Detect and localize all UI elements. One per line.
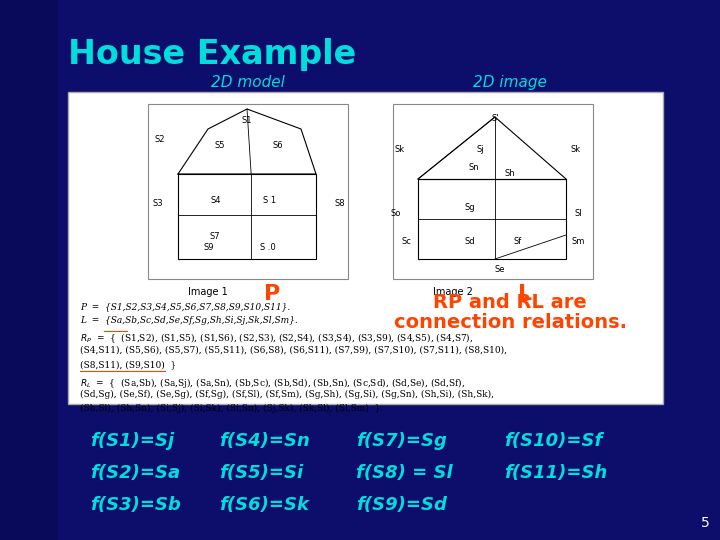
Text: Image 2: Image 2 [433,287,473,297]
Text: S6: S6 [272,141,283,151]
Text: S7: S7 [210,232,220,241]
Text: S9: S9 [203,242,214,252]
Text: S .0: S .0 [260,242,276,252]
Text: (S8,S11), (S9,S10)  }: (S8,S11), (S9,S10) } [80,360,176,369]
Text: L  =  {Sa,Sb,Sc,Sd,Se,Sf,Sg,Sh,Si,Sj,Sk,Sl,Sm}.: L = {Sa,Sb,Sc,Sd,Se,Sf,Sg,Sh,Si,Sj,Sk,Sl… [80,316,298,325]
Text: f(S6)=Sk: f(S6)=Sk [220,496,310,514]
Text: Sd: Sd [464,237,475,246]
Text: f(S4)=Sn: f(S4)=Sn [220,432,310,450]
Text: Sn: Sn [469,163,480,172]
Text: 2D model: 2D model [211,75,285,90]
Text: Sf: Sf [513,237,521,246]
Text: Sh: Sh [505,170,515,179]
Text: Sk: Sk [571,145,581,153]
Bar [393,104,593,279]
Text: $R_P$  =  {  (S1,S2), (S1,S5), (S1,S6), (S2,S3), (S2,S4), (S3,S4), (S3,S9), (S4,: $R_P$ = { (S1,S2), (S1,S5), (S1,S6), (S2… [80,332,474,346]
Text: L: L [518,284,532,304]
Text: $R_L$  =  {  (Sa,Sb), (Sa,Sj), (Sa,Sn), (Sb,Sc), (Sb,Sd), (Sb,Sn), (Sc,Sd), (Sd,: $R_L$ = { (Sa,Sb), (Sa,Sj), (Sa,Sn), (Sb… [80,376,465,390]
Text: S1: S1 [242,116,252,125]
Bar [0,0,58,540]
Text: S 1: S 1 [263,197,276,205]
Text: Sk: Sk [395,145,405,153]
Text: Sg: Sg [464,202,475,212]
Text: f(S2)=Sa: f(S2)=Sa [90,464,180,482]
Text: f(S7)=Sg: f(S7)=Sg [356,432,447,450]
Text: connection relations.: connection relations. [394,313,626,332]
Text: f(S1)=Sj: f(S1)=Sj [90,432,174,450]
Text: Sc: Sc [401,237,411,246]
Text: S8: S8 [335,199,346,208]
Bar [178,174,316,259]
Text: f(S9)=Sd: f(S9)=Sd [356,496,447,514]
Text: Se: Se [494,265,505,273]
Text: f(S11)=Sh: f(S11)=Sh [504,464,608,482]
Text: Sj: Sj [477,145,484,153]
Bar [418,179,566,259]
Text: S3: S3 [153,199,163,208]
Text: f(S10)=Sf: f(S10)=Sf [504,432,603,450]
Text: Image 1: Image 1 [188,287,228,297]
Text: 5: 5 [701,516,710,530]
Text: Sm: Sm [571,237,585,246]
Text: 2D image: 2D image [473,75,547,90]
Text: f(S5)=Si: f(S5)=Si [220,464,304,482]
Text: S5: S5 [214,141,225,151]
Text: S': S' [491,114,499,123]
Text: f(S3)=Sb: f(S3)=Sb [90,496,181,514]
Text: (Sh,Sl), (Sh,Sn), (Si,Sj), (Si,Sk), (Si,Sn), (Sj,Sk), (Sk,Sl), (Sl,Sm)  }.: (Sh,Sl), (Sh,Sn), (Si,Sj), (Si,Sk), (Si,… [80,404,383,413]
Text: P  =  {S1,S2,S3,S4,S5,S6,S7,S8,S9,S10,S11}.: P = {S1,S2,S3,S4,S5,S6,S7,S8,S9,S10,S11}… [80,302,290,311]
Text: RP and RL are: RP and RL are [433,293,587,312]
Text: (S4,S11), (S5,S6), (S5,S7), (S5,S11), (S6,S8), (S6,S11), (S7,S9), (S7,S10), (S7,: (S4,S11), (S5,S6), (S5,S7), (S5,S11), (S… [80,346,507,355]
Text: Sl: Sl [574,210,582,219]
Text: S4: S4 [210,197,220,205]
Bar [148,104,348,279]
Text: So: So [391,210,401,219]
Text: S2: S2 [155,134,166,144]
Bar [68,92,663,404]
Text: House Example: House Example [68,38,356,71]
Text: f(S8) = Sl: f(S8) = Sl [356,464,453,482]
Text: (Sd,Sg), (Se,Sf), (Se,Sg), (Sf,Sg), (Sf,Sl), (Sf,Sm), (Sg,Sh), (Sg,Si), (Sg,Sn),: (Sd,Sg), (Se,Sf), (Se,Sg), (Sf,Sg), (Sf,… [80,390,494,399]
Text: P: P [264,284,280,304]
